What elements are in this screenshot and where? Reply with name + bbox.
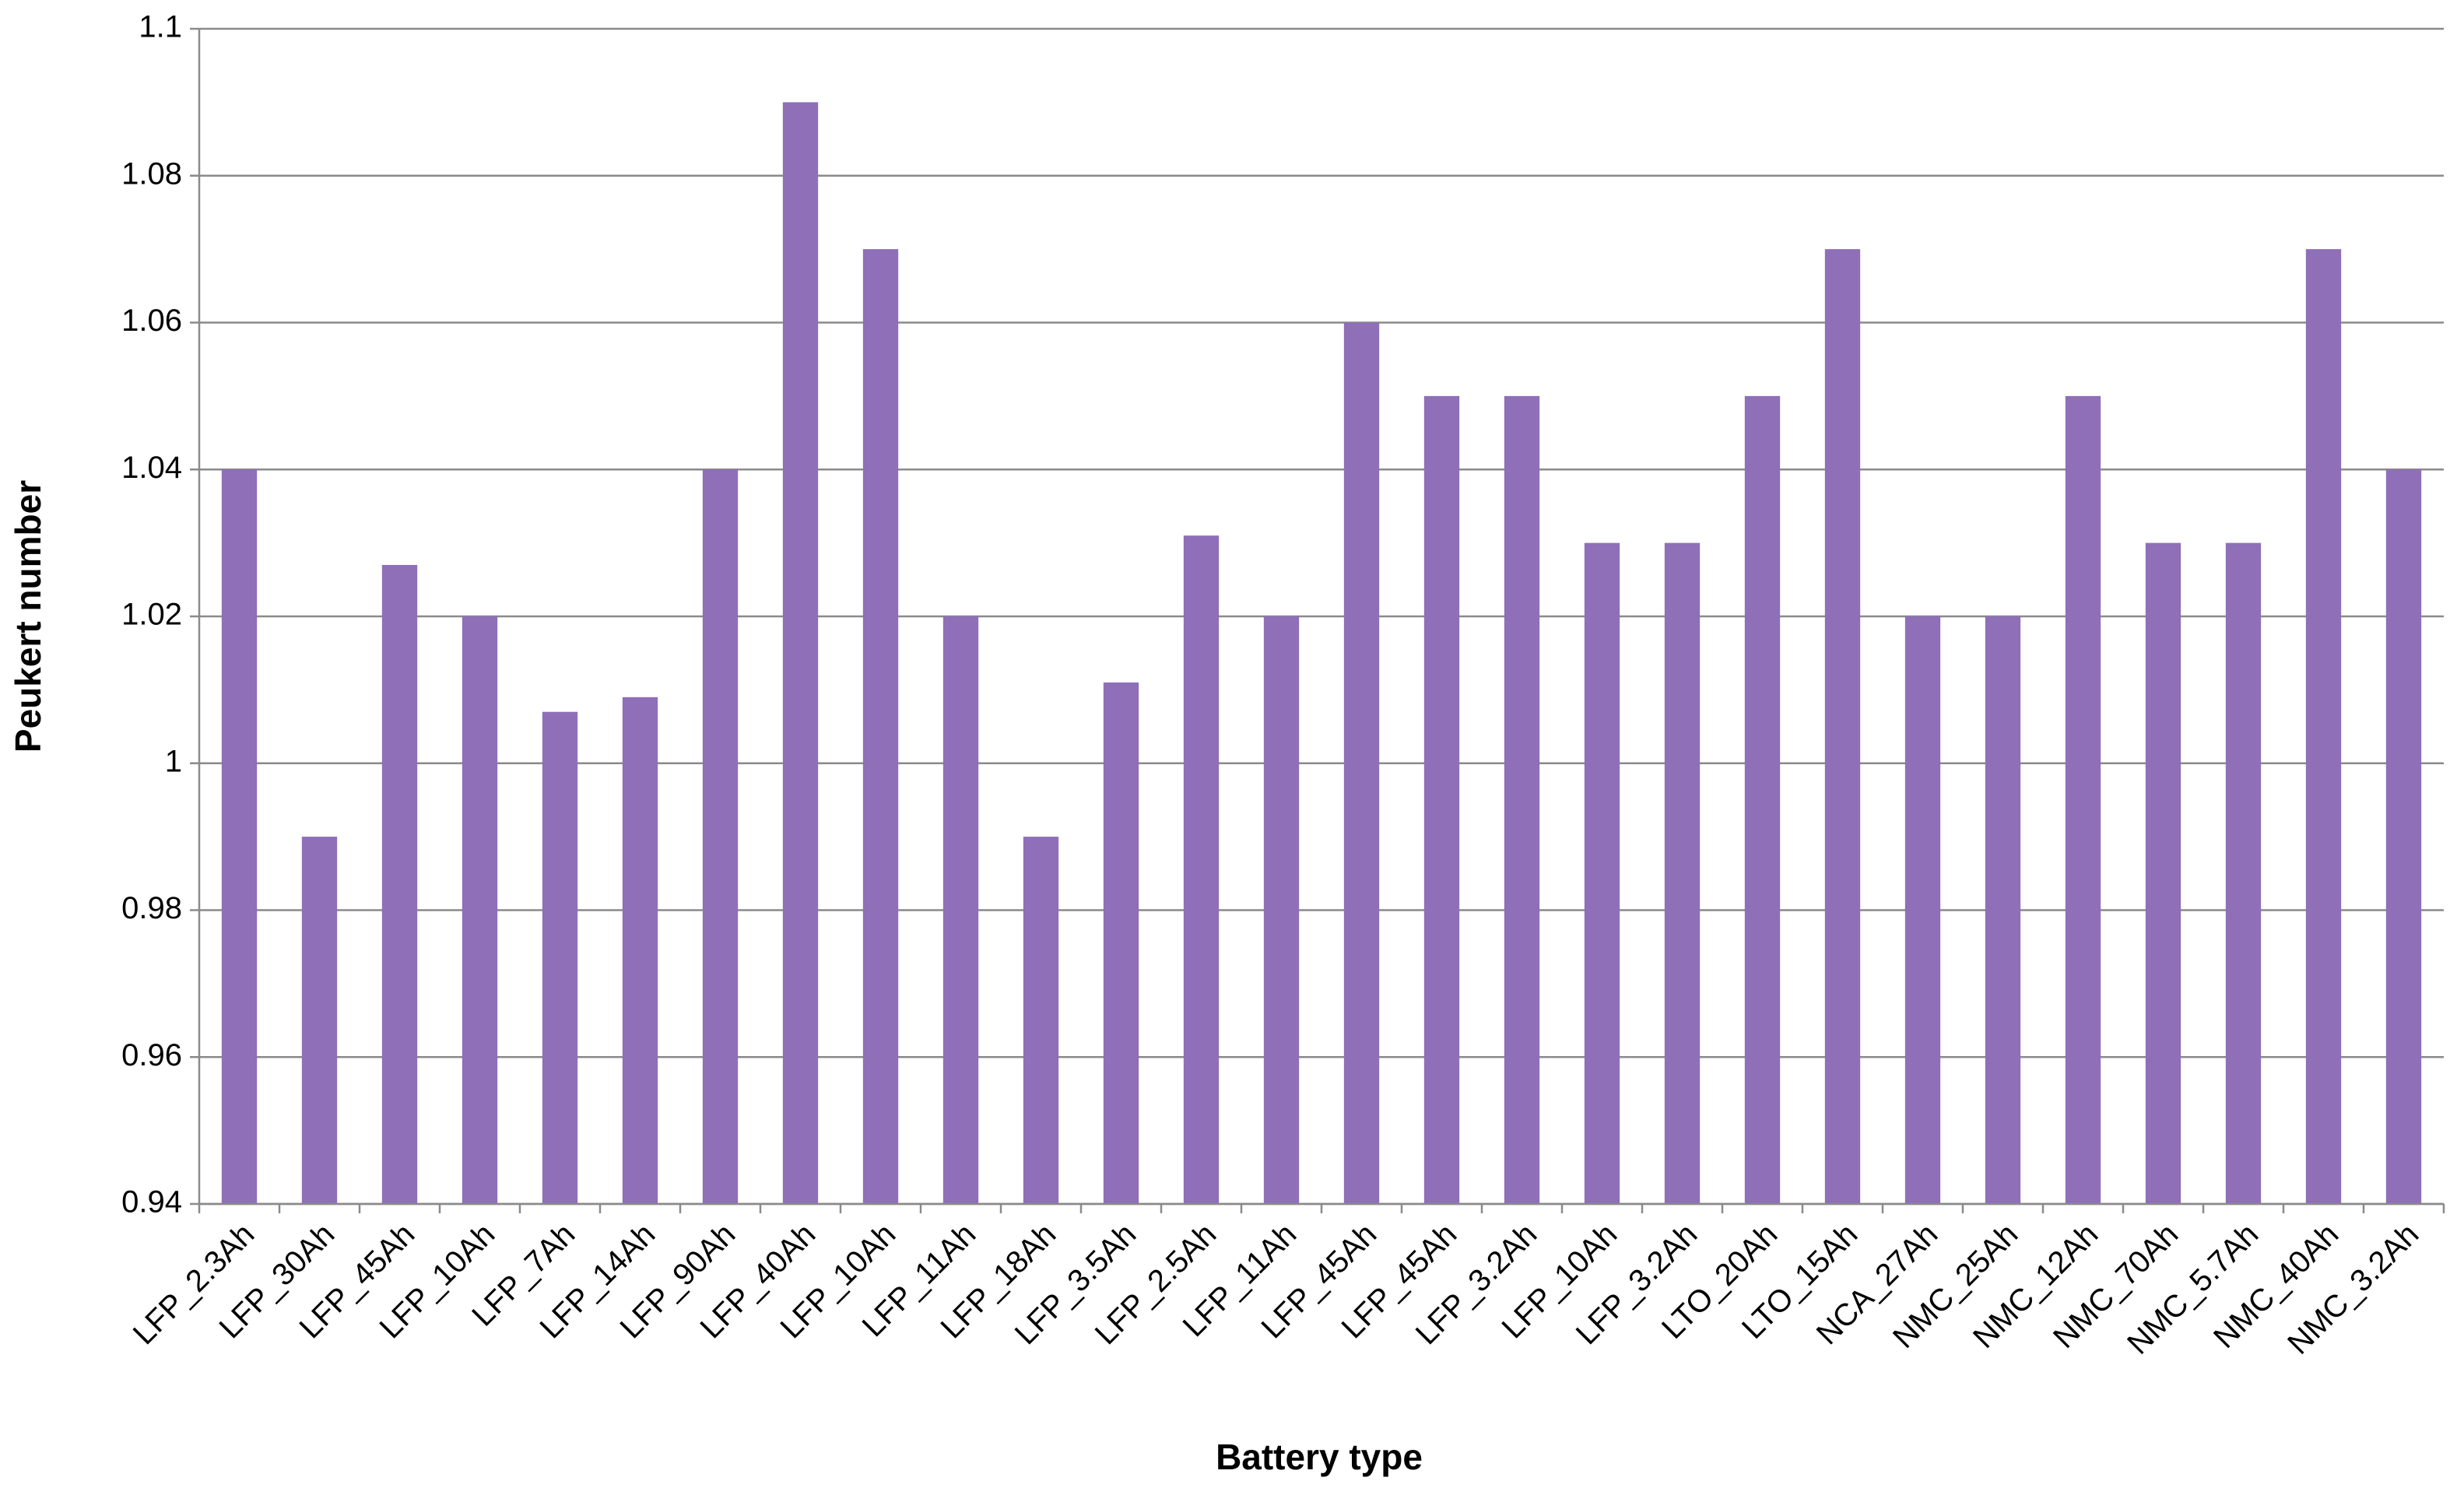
bar: [622, 697, 658, 1204]
bar: [1183, 535, 1220, 1204]
y-axis-title: Peukert number: [8, 480, 48, 753]
y-tick-label: 1.08: [121, 156, 182, 191]
bar: [1744, 395, 1781, 1204]
bar: [1824, 249, 1861, 1204]
bar: [1423, 395, 1460, 1204]
bar: [381, 564, 418, 1204]
bar: [1904, 616, 1941, 1204]
y-tick-label: 1.04: [121, 451, 182, 485]
bar: [1985, 616, 2021, 1204]
bar: [702, 469, 739, 1204]
bar: [1263, 616, 1300, 1204]
x-axis-title: Battery type: [1216, 1437, 1423, 1477]
bar: [1103, 682, 1139, 1204]
y-tick-label: 1.06: [121, 304, 182, 338]
bar: [2225, 542, 2262, 1204]
bar: [1343, 322, 1380, 1204]
bar: [1023, 837, 1059, 1204]
bar: [782, 102, 819, 1204]
bar: [1504, 395, 1540, 1204]
bar: [301, 837, 338, 1204]
bar: [462, 616, 498, 1204]
y-tick-label: 0.96: [121, 1038, 182, 1072]
bar: [221, 469, 258, 1204]
bar: [862, 249, 899, 1204]
bar: [2385, 469, 2422, 1204]
bar: [2065, 395, 2101, 1204]
bar: [942, 616, 979, 1204]
y-tick-label: 1.02: [121, 598, 182, 632]
y-tick-label: 1.1: [139, 10, 182, 44]
y-tick-label: 1: [165, 744, 182, 778]
y-tick-label: 0.98: [121, 891, 182, 925]
bar: [1584, 542, 1620, 1204]
bar: [542, 711, 578, 1204]
bar: [1664, 542, 1701, 1204]
y-tick-label: 0.94: [121, 1185, 182, 1220]
bar: [2305, 249, 2342, 1204]
bar: [2145, 542, 2181, 1204]
